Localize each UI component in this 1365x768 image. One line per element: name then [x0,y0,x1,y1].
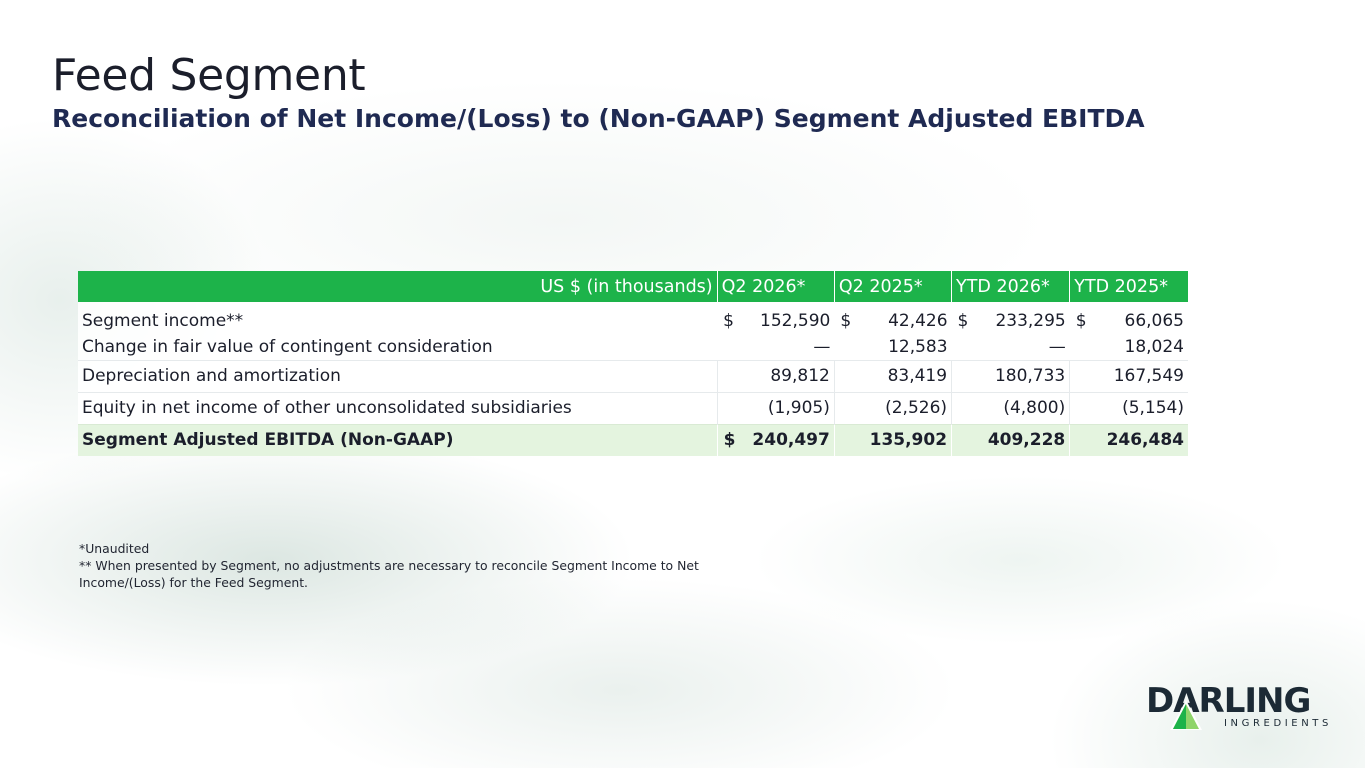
logo-wordmark: DARLING [1146,681,1311,721]
cell-value: (2,526) [833,391,952,424]
cell-value: $66,065 [1069,302,1188,334]
table-row-depreciation: Depreciation and amortization 89,812 83,… [78,359,1188,392]
cell-number: 233,295 [995,311,1066,331]
footnote-segment: ** When presented by Segment, no adjustm… [79,558,699,590]
row-label: Segment income** [78,302,718,334]
dollar-sign: $ [723,430,736,451]
darling-leaf-logo-icon [1170,700,1202,730]
cell-value: (4,800) [951,391,1070,424]
cell-number: 42,426 [888,311,948,331]
cell-value: 180,733 [951,359,1070,392]
row-label: Change in fair value of contingent consi… [78,334,718,360]
cell-value: 83,419 [833,359,952,392]
table-row-contingent-consideration: Change in fair value of contingent consi… [78,334,1188,360]
company-logo: DARLING INGREDIENTS [1146,681,1328,734]
header-col-ytd-2025: YTD 2025* [1069,271,1188,302]
cell-value: $152,590 [717,302,835,334]
header-col-q2-2025: Q2 2025* [833,271,952,302]
footnote-unaudited: *Unaudited [79,541,150,556]
cell-value: $233,295 [951,302,1070,334]
cell-number: 152,590 [760,311,831,331]
header-col-q2-2026: Q2 2026* [716,271,835,302]
dollar-sign: $ [723,311,734,331]
cell-value: (1,905) [716,391,835,424]
row-label: Equity in net income of other unconsolid… [78,391,718,424]
cell-value: 409,228 [951,423,1070,456]
table-row-segment-income: Segment income** $152,590 $42,426 $233,2… [78,302,1188,334]
cell-value: 135,902 [833,423,952,456]
cell-value: (5,154) [1069,391,1188,424]
dollar-sign: $ [957,311,969,331]
cell-value: — [717,334,835,360]
dollar-sign: $ [840,311,852,331]
cell-value: — [951,334,1070,360]
footnotes: *Unaudited ** When presented by Segment,… [79,540,759,591]
table-row-equity-income: Equity in net income of other unconsolid… [78,391,1188,424]
row-label: Depreciation and amortization [78,359,718,392]
header-col-ytd-2026: YTD 2026* [951,271,1070,302]
logo-subtext: INGREDIENTS [1224,718,1332,729]
reconciliation-table: US $ (in thousands) Q2 2026* Q2 2025* YT… [78,271,1188,456]
cell-value: 18,024 [1069,334,1188,360]
cell-value: 246,484 [1069,423,1188,456]
header-units-label: US $ (in thousands) [78,271,718,302]
cell-value: 12,583 [834,334,952,360]
table-header-row: US $ (in thousands) Q2 2026* Q2 2025* YT… [78,271,1188,302]
table-row-adjusted-ebitda-total: Segment Adjusted EBITDA (Non-GAAP) $240,… [78,423,1188,456]
page-title: Feed Segment [52,50,366,101]
cell-value: $240,497 [716,423,835,456]
cell-value: 167,549 [1069,359,1188,392]
cell-value: $42,426 [834,302,952,334]
dollar-sign: $ [1075,311,1087,331]
cell-number: 66,065 [1124,311,1184,331]
row-label: Segment Adjusted EBITDA (Non-GAAP) [78,423,718,456]
page-subtitle: Reconciliation of Net Income/(Loss) to (… [52,104,1145,133]
cell-value: 89,812 [716,359,835,392]
cell-number: 240,497 [752,430,830,451]
